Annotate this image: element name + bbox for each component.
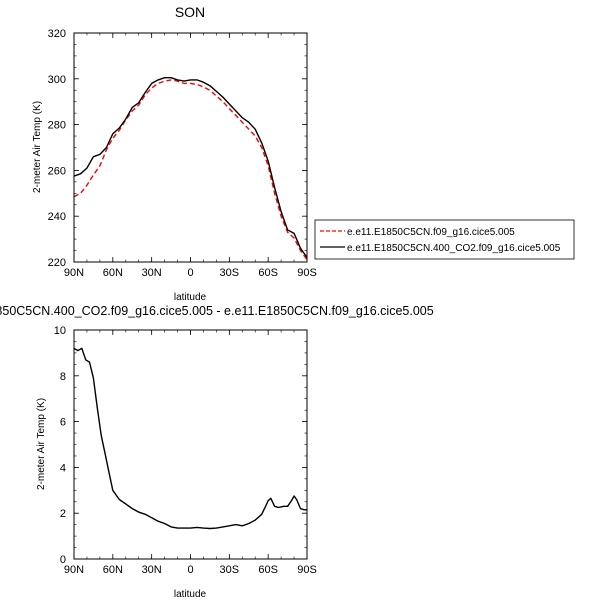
bottom-x-tick-label: 30N [142,564,162,576]
legend: e.e11.E1850C5CN.f09_g16.cice5.005 e.e11.… [314,219,575,260]
top-x-tick-label: 60S [258,267,278,279]
bottom-x-tick-label: 90S [297,564,317,576]
top-x-tick-label: 60N [103,267,123,279]
legend-label-co2: e.e11.E1850C5CN.400_CO2.f09_g16.cice5.00… [347,243,561,254]
bottom-x-tick-label: 90N [64,564,84,576]
top-series-line-0 [74,79,307,261]
top-plot-frame [73,32,308,263]
top-chart: SON 90N 60N 30N 0 30S 60S 90S 220 240 260 280 300 32… [32,4,575,303]
bottom-x-tick-label: 60N [103,564,123,576]
bottom-plot-area: 90N 60N 30N 0 30S 60S 90S 0 2 4 6 8 10 [54,325,317,576]
bottom-y-tick-label: 4 [60,462,66,474]
top-y-tick-label: 240 [48,211,66,223]
top-chart-xlabel: latitude [174,292,207,303]
bottom-chart-xlabel: latitude [174,589,207,600]
bottom-y-tick-label: 2 [60,508,66,520]
top-x-tick-label: 30N [142,267,162,279]
bottom-chart: e.e11.E1850C5CN.400_CO2.f09_g16.cice5.00… [0,304,434,600]
top-chart-title: SON [175,4,205,20]
bottom-x-tick-label: 0 [187,564,193,576]
bottom-chart-title: e.e11.E1850C5CN.400_CO2.f09_g16.cice5.00… [0,304,434,318]
bottom-series-line-0 [74,347,307,530]
bottom-y-tick-label: 10 [54,325,66,337]
top-y-tick-label: 260 [48,165,66,177]
top-plot-area: 90N 60N 30N 0 30S 60S 90S 220 240 260 280 300 320 [48,28,317,279]
top-y-tick-label: 280 [48,120,66,132]
bottom-y-tick-label: 8 [60,371,66,383]
top-x-tick-label: 0 [187,267,193,279]
bottom-chart-ylabel: 2-meter Air Temp (K) [36,398,47,490]
top-y-tick-label: 220 [48,257,66,269]
bottom-x-tick-label: 30S [220,564,240,576]
top-chart-ylabel: 2-meter Air Temp (K) [32,101,43,193]
top-y-tick-label: 320 [48,28,66,40]
legend-box [314,219,575,260]
top-y-tick-label: 300 [48,74,66,86]
top-x-tick-label: 30S [220,267,240,279]
top-x-tick-label: 90S [297,267,317,279]
legend-label-control: e.e11.E1850C5CN.f09_g16.cice5.005 [347,227,515,238]
top-x-tick-label: 90N [64,267,84,279]
bottom-x-tick-label: 60S [258,564,278,576]
bottom-y-tick-label: 0 [60,554,66,566]
bottom-plot-frame [73,329,308,560]
bottom-y-tick-label: 6 [60,417,66,429]
top-series-line-1 [74,76,307,258]
